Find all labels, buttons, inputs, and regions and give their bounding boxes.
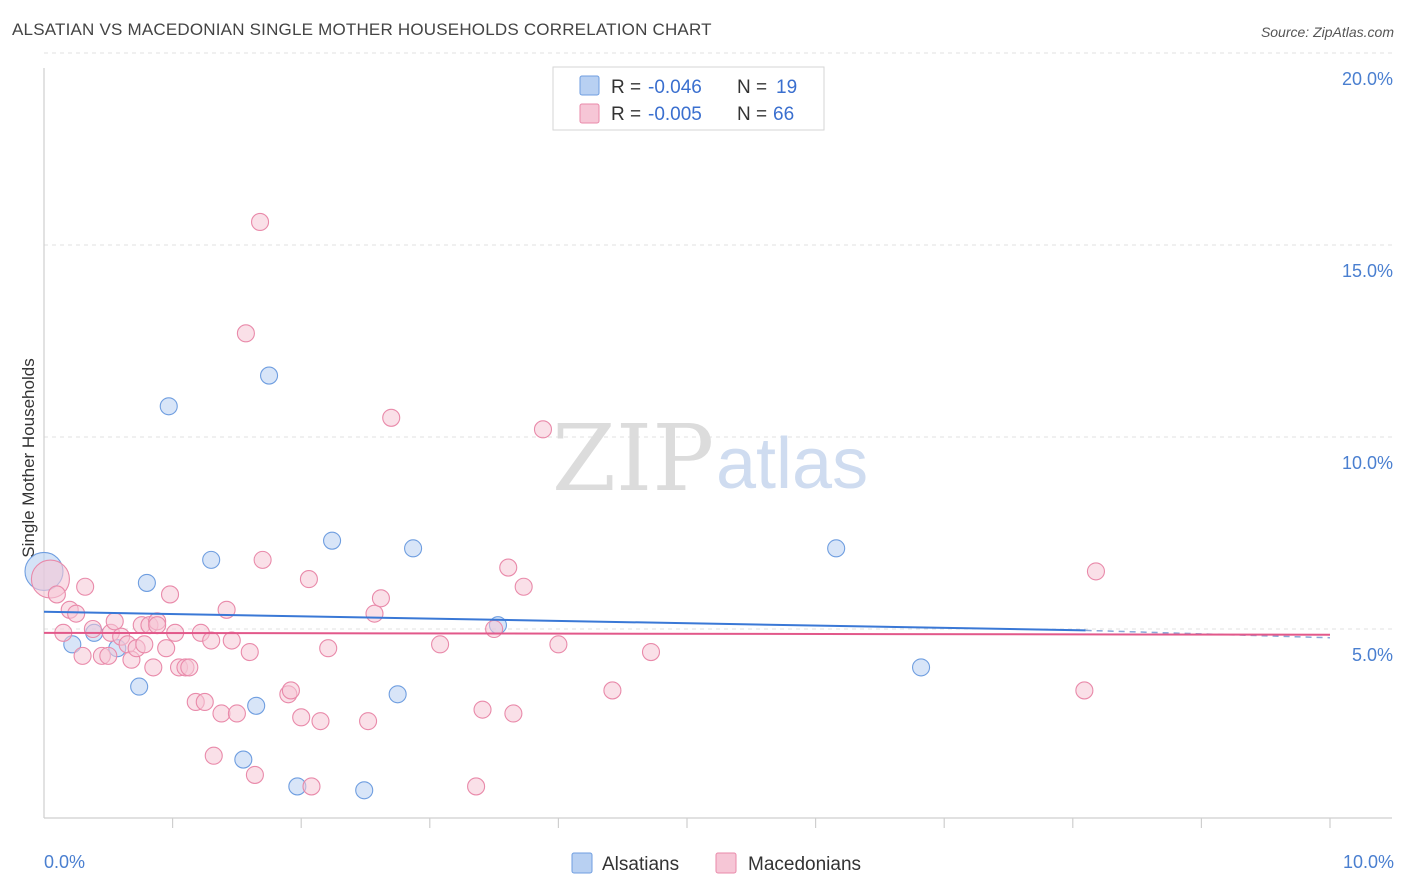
- macedonian-point-50: [431, 635, 450, 654]
- macedonian-point-22: [160, 585, 180, 604]
- alsatian-point-15: [404, 539, 423, 558]
- macedonian-point-46: [359, 712, 378, 731]
- macedonian-point-9: [99, 646, 118, 665]
- alsatian-point-18: [912, 658, 931, 677]
- legend-swatch-alsatians: [579, 75, 600, 96]
- chart-title: ALSATIAN VS MACEDONIAN SINGLE MOTHER HOU…: [12, 20, 712, 39]
- macedonian-point-38: [253, 550, 272, 569]
- macedonian-point-26: [180, 658, 199, 677]
- macedonian-point-59: [603, 681, 622, 700]
- macedonian-point-6: [76, 577, 95, 596]
- macedonian-point-37: [245, 765, 264, 784]
- legend-n-value-2: 66: [773, 104, 794, 125]
- macedonian-point-64: [1086, 562, 1105, 581]
- alsatian-point-7: [202, 550, 221, 569]
- macedonian-point-56: [514, 577, 533, 596]
- gridlines: [44, 52, 1392, 630]
- alsatian-point-5: [137, 573, 156, 592]
- macedonian-point-54: [499, 558, 518, 577]
- alsatian-point-12: [323, 531, 342, 550]
- bottom-legend-alsatians: Alsatians: [602, 854, 679, 875]
- macedonian-point-44: [311, 712, 330, 731]
- alsatian-point-17: [827, 539, 846, 558]
- legend-r-value-2: -0.005: [648, 104, 702, 125]
- x-tick-label-max: 10.0%: [1343, 852, 1394, 872]
- legend-n-value-1: 19: [776, 77, 797, 98]
- data-points: [24, 212, 1105, 800]
- alsatian-point-13: [355, 781, 374, 800]
- macedonian-point-60: [641, 642, 661, 662]
- macedonian-point-30: [202, 631, 221, 650]
- macedonian-point-58: [549, 635, 568, 654]
- alsatian-point-4: [130, 677, 149, 696]
- y-tick-label-5: 5.0%: [1352, 645, 1393, 665]
- alsatian-point-6: [159, 397, 178, 416]
- macedonian-point-47: [365, 604, 384, 623]
- alsatian-point-14: [388, 685, 407, 704]
- macedonian-point-17: [135, 635, 154, 654]
- legend-n-label-2: N =: [737, 104, 767, 125]
- alsatian-trend-line: [43, 610, 1086, 632]
- macedonian-point-21: [157, 639, 176, 658]
- macedonian-point-42: [299, 570, 318, 589]
- macedonian-point-19: [144, 658, 163, 677]
- legend-n-label-1: N =: [737, 77, 767, 98]
- legend-r-label-1: R =: [611, 77, 641, 98]
- stats-legend: R = -0.046 N = 19 R = -0.005 N = 66: [552, 66, 825, 131]
- x-axis-ticks: [172, 818, 1331, 828]
- macedonian-point-40: [281, 681, 300, 700]
- macedonian-point-63: [1075, 681, 1094, 700]
- macedonian-point-5: [73, 646, 92, 665]
- alsatian-point-9: [247, 696, 266, 715]
- macedonian-point-65: [148, 616, 167, 635]
- legend-r-value-1: -0.046: [648, 77, 702, 98]
- macedonian-trend-line: [43, 631, 1331, 636]
- y-tick-label-10: 10.0%: [1342, 453, 1393, 473]
- bottom-legend-swatch-alsatians: [571, 852, 593, 874]
- macedonian-point-31: [204, 746, 223, 765]
- y-axis-tick-labels: 5.0% 10.0% 15.0% 20.0%: [1342, 69, 1393, 665]
- y-tick-label-20: 20.0%: [1342, 69, 1393, 89]
- watermark-zip: ZIP: [552, 405, 714, 512]
- macedonian-point-49: [382, 408, 401, 427]
- macedonian-point-29: [195, 692, 214, 712]
- macedonian-point-51: [467, 777, 486, 796]
- y-axis-label: Single Mother Households: [19, 358, 38, 557]
- x-tick-label-min: 0.0%: [44, 852, 85, 872]
- y-tick-label-15: 15.0%: [1342, 261, 1393, 281]
- alsatian-point-10: [259, 366, 279, 385]
- macedonian-point-7: [83, 619, 102, 639]
- watermark: ZIP atlas: [552, 405, 868, 512]
- macedonian-point-34: [222, 631, 241, 650]
- macedonian-point-1: [47, 585, 66, 604]
- source-label: Source: ZipAtlas.com: [1260, 24, 1394, 40]
- series-legend: Alsatians Macedonians: [571, 852, 861, 875]
- macedonian-point-35: [227, 704, 246, 723]
- macedonian-point-55: [504, 704, 523, 723]
- legend-r-label-2: R =: [611, 104, 641, 125]
- macedonian-point-41: [292, 708, 311, 727]
- macedonian-point-45: [319, 639, 338, 658]
- alsatian-point-8: [234, 750, 253, 769]
- legend-swatch-macedonians: [579, 103, 600, 124]
- macedonian-point-36: [240, 642, 259, 662]
- macedonian-point-32: [212, 704, 231, 723]
- macedonian-point-53: [485, 619, 504, 639]
- bottom-legend-swatch-macedonians: [715, 852, 737, 874]
- macedonian-point-62: [236, 324, 255, 343]
- macedonian-point-43: [302, 777, 321, 796]
- macedonian-point-52: [473, 700, 492, 719]
- macedonian-point-57: [533, 420, 553, 439]
- trend-lines: [43, 610, 1331, 639]
- macedonian-point-11: [105, 612, 124, 631]
- macedonian-point-61: [250, 212, 270, 232]
- macedonian-point-48: [371, 589, 390, 608]
- bottom-legend-macedonians: Macedonians: [748, 854, 861, 875]
- macedonian-point-4: [67, 604, 86, 623]
- watermark-atlas: atlas: [716, 424, 868, 504]
